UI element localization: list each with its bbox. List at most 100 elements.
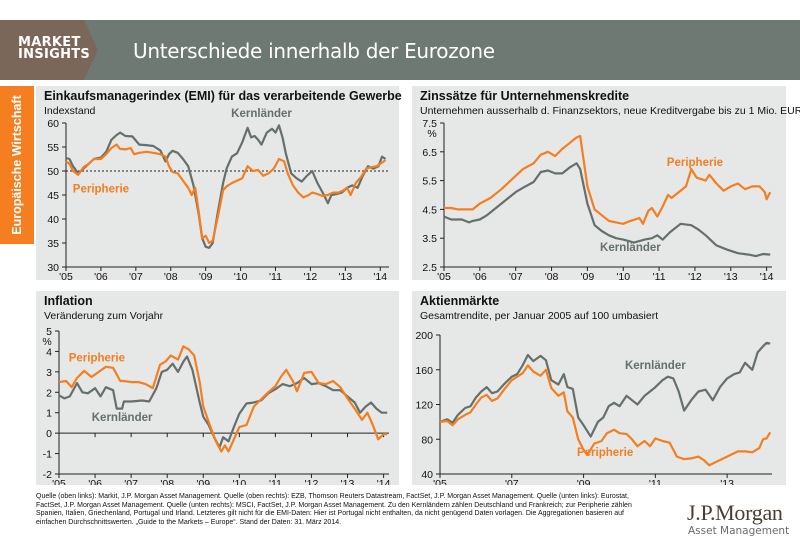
x-tick-label: '08 bbox=[160, 478, 174, 485]
x-tick-label: '07 bbox=[129, 271, 143, 280]
jpmorgan-logo-sub: Asset Management bbox=[688, 525, 790, 537]
y-tick-label: 0 bbox=[46, 428, 52, 440]
y-tick-label: 50 bbox=[47, 166, 59, 178]
y-tick-label: 2 bbox=[46, 387, 52, 399]
y-tick-label: 5.5 bbox=[422, 176, 437, 188]
brand-line2: INSIGHTS bbox=[18, 47, 91, 62]
x-tick-label: '05 bbox=[52, 478, 66, 485]
y-tick-label: 120 bbox=[415, 400, 433, 412]
y-tick-label: 45 bbox=[47, 190, 59, 202]
x-tick-label: '14 bbox=[377, 478, 391, 485]
x-tick-label: '13 bbox=[339, 271, 353, 280]
x-tick-label: '14 bbox=[760, 271, 774, 280]
series-line-kernlaender bbox=[65, 124, 387, 249]
y-tick-label: 40 bbox=[421, 469, 433, 481]
series-line-peripherie bbox=[439, 364, 772, 467]
x-tick-label: '11 bbox=[269, 478, 282, 485]
y-tick-label: 40 bbox=[47, 214, 59, 226]
chart-title: Einkaufsmanagerindex (EMI) für das verar… bbox=[44, 89, 402, 103]
x-tick-label: '11 bbox=[269, 271, 282, 280]
y-tick-label: -2 bbox=[43, 469, 52, 481]
series-label: Peripherie bbox=[667, 157, 723, 169]
x-tick-label: '12 bbox=[304, 271, 318, 280]
chart-panel-emi: Einkaufsmanagerindex (EMI) für das verar… bbox=[36, 86, 402, 280]
x-tick-label: '09 bbox=[581, 271, 595, 280]
brand-line1: MARKET bbox=[18, 35, 81, 50]
x-tick-label: '07 bbox=[509, 271, 523, 280]
x-tick-label: '07 bbox=[505, 478, 519, 485]
series-label: Peripherie bbox=[73, 184, 129, 196]
chart-title: Aktienmärkte bbox=[420, 294, 500, 308]
series-label: Peripherie bbox=[69, 353, 125, 365]
y-tick-label: 160 bbox=[415, 365, 433, 377]
x-tick-label: '13 bbox=[341, 478, 355, 485]
chart-panel-zinsen: Zinssätze für Unternehmenskredite Untern… bbox=[412, 86, 800, 280]
x-tick-label: '06 bbox=[94, 271, 108, 280]
source-footnote: Quelle (oben links): Markit, J.P. Morgan… bbox=[36, 493, 636, 527]
x-tick-label: '06 bbox=[88, 478, 102, 485]
series-label: Kernländer bbox=[92, 412, 153, 424]
series-line-peripherie bbox=[444, 134, 772, 225]
chart-svg: -2 -1 0 1 2 3 4 5 '05 '06 '07 '08 '09 '10 '11 '12 '13 '14… bbox=[42, 326, 391, 485]
y-tick-label: 1 bbox=[46, 408, 52, 420]
x-tick-label: '10 bbox=[616, 271, 630, 280]
x-tick-label: '13 bbox=[724, 271, 738, 280]
series-line-kernlaender bbox=[439, 341, 771, 438]
y-tick-label: 30 bbox=[47, 262, 59, 274]
chart-subtitle: Unternehmen ausserhalb d. Finanzsektors,… bbox=[420, 105, 800, 117]
jpmorgan-logo: J.P.Morgan bbox=[687, 500, 783, 525]
x-tick-label: '12 bbox=[688, 271, 702, 280]
x-tick-label: '11 bbox=[649, 478, 662, 485]
x-tick-label: '14 bbox=[373, 271, 387, 280]
series-label: Kernländer bbox=[600, 242, 661, 254]
y-tick-label: 6.5 bbox=[422, 147, 437, 159]
header-bar bbox=[0, 20, 800, 80]
y-tick-label: 35 bbox=[47, 238, 59, 250]
section-tab bbox=[0, 86, 34, 244]
series-line-kernlaender bbox=[443, 162, 771, 258]
y-tick-label: 4.5 bbox=[422, 204, 437, 216]
chart-svg: 40 80 120 160 200 '05 '07 '09 '11 '13 Kernländer Pe… bbox=[415, 330, 772, 485]
series-label: Peripherie bbox=[577, 447, 633, 459]
section-tab-label: Europäische Wirtschaft bbox=[10, 95, 24, 235]
x-tick-label: '11 bbox=[653, 271, 666, 280]
x-tick-label: '05 bbox=[437, 271, 451, 280]
y-tick-label: 200 bbox=[415, 330, 433, 342]
x-tick-label: '07 bbox=[124, 478, 138, 485]
chart-subtitle: Veränderung zum Vorjahr bbox=[44, 310, 164, 322]
series-line-peripherie bbox=[58, 345, 388, 453]
series-line-peripherie bbox=[65, 143, 387, 245]
y-tick-label: 3 bbox=[46, 367, 52, 379]
y-tick-label: 60 bbox=[47, 118, 59, 130]
x-tick-label: '09 bbox=[196, 478, 210, 485]
y-tick-label: 80 bbox=[421, 434, 433, 446]
y-tick-label: 4 bbox=[46, 346, 52, 358]
series-label: Kernländer bbox=[625, 360, 686, 372]
chart-title: Inflation bbox=[44, 294, 93, 308]
y-tick-label: 7.5 bbox=[422, 118, 437, 130]
brand-badge bbox=[0, 20, 98, 80]
y-tick-label: 3.5 bbox=[422, 233, 437, 245]
series-label: Kernländer bbox=[231, 108, 292, 120]
x-tick-label: '08 bbox=[545, 271, 559, 280]
page-title: Unterschiede innerhalb der Eurozone bbox=[133, 39, 495, 63]
x-tick-label: '10 bbox=[232, 478, 246, 485]
x-tick-label: '05 bbox=[59, 271, 73, 280]
y-tick-label: 55 bbox=[47, 142, 59, 154]
y-unit-label: % bbox=[427, 128, 436, 140]
chart-subtitle: Indexstand bbox=[44, 105, 96, 117]
x-tick-label: '10 bbox=[234, 271, 248, 280]
y-tick-label: 2.5 bbox=[422, 262, 437, 274]
chart-svg: 2.5 3.5 4.5 5.5 6.5 7.5 '05 '06 '07 '08 '09 '10 '11 '… bbox=[422, 118, 774, 280]
y-tick-label: -1 bbox=[43, 449, 52, 461]
x-tick-label: '09 bbox=[577, 478, 591, 485]
chart-svg: 30 35 40 45 50 55 60 '05 '06 '07 '08 '09 '10 '11 '12 '1… bbox=[47, 108, 389, 280]
footnote-line: FactSet, J.P. Morgan Asset Management. Q… bbox=[36, 501, 632, 509]
y-tick-label: 5 bbox=[46, 326, 52, 338]
footnote-line: Quelle (oben links): Markit, J.P. Morgan… bbox=[36, 493, 629, 500]
brand-logo: MARKET INSIGHTS bbox=[18, 35, 91, 62]
x-tick-label: '12 bbox=[305, 478, 319, 485]
x-tick-label: '13 bbox=[720, 478, 734, 485]
footnote-line: einfachen Durchschnittswerten. „Guide to… bbox=[36, 518, 342, 526]
x-tick-label: '06 bbox=[473, 271, 487, 280]
